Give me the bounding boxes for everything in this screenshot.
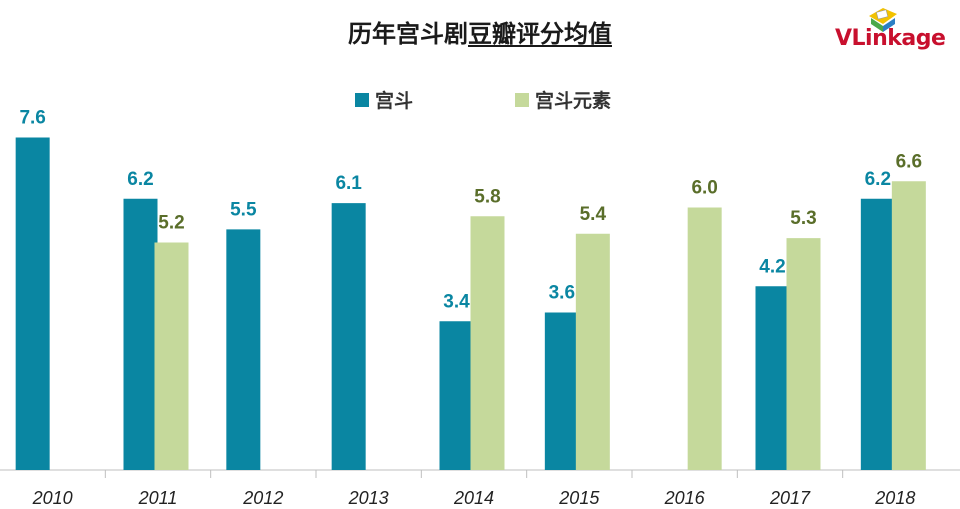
data-label-series1: 4.2 [759, 256, 785, 277]
logo-text-v: V [835, 26, 852, 51]
data-label-series2: 5.8 [474, 186, 500, 207]
legend-item-series2: 宫斗元素 [515, 86, 611, 113]
bar-series1 [331, 203, 366, 470]
bar-series2 [786, 238, 821, 470]
data-label-series2: 5.2 [158, 213, 184, 234]
chart-title-part2: 豆瓣评分均值 [468, 20, 612, 48]
vlinkage-logo: VLinkage [835, 6, 955, 52]
x-tick-label: 2012 [242, 488, 283, 508]
data-label-series2: 5.3 [790, 208, 816, 229]
chart-title: 历年宫斗剧豆瓣评分均值 [0, 14, 960, 49]
x-tick-label: 2017 [769, 488, 811, 508]
data-label-series1: 6.2 [865, 169, 891, 190]
x-tick-label: 2018 [874, 488, 915, 508]
bar-series1 [544, 312, 579, 470]
legend-label-series2: 宫斗元素 [535, 90, 612, 112]
bar-series1 [439, 321, 474, 470]
data-label-series2: 5.4 [580, 204, 607, 225]
data-label-series1: 6.1 [335, 173, 362, 194]
bar-series2 [575, 233, 610, 470]
legend-swatch-series2 [515, 92, 529, 107]
logo-text: VLinkage [835, 26, 946, 51]
x-tick-label: 2014 [453, 488, 494, 508]
data-label-series2: 6.6 [896, 151, 922, 172]
logo-text-rest: Linkage [851, 26, 946, 51]
bar-series1 [123, 198, 158, 470]
legend-item-series1: 宫斗 [355, 86, 413, 113]
data-label-series1: 7.6 [19, 108, 45, 129]
x-tick-label: 2011 [138, 488, 178, 508]
bar-series1 [226, 229, 261, 470]
bar-series1 [860, 198, 895, 470]
chart-title-part1: 历年宫斗剧 [348, 20, 468, 48]
chart-legend: 宫斗 宫斗元素 [0, 86, 960, 113]
x-tick-label: 2013 [348, 488, 389, 508]
data-label-series2: 6.0 [691, 178, 717, 199]
legend-swatch-series1 [355, 92, 369, 107]
legend-label-series1: 宫斗 [375, 90, 414, 112]
data-label-series1: 5.5 [230, 199, 257, 220]
bar-series2 [470, 216, 505, 470]
x-tick-label: 2016 [664, 488, 706, 508]
data-label-series1: 3.6 [549, 283, 575, 304]
bar-series1 [15, 137, 50, 470]
x-tick-label: 2015 [558, 488, 600, 508]
logo-book-icon [869, 8, 897, 32]
data-label-series1: 6.2 [127, 169, 153, 190]
bar-series2 [687, 207, 722, 470]
bar-series2 [154, 242, 189, 470]
data-label-series1: 3.4 [443, 291, 470, 312]
x-tick-label: 2010 [32, 488, 73, 508]
bar-series1 [755, 286, 790, 470]
bar-series2 [891, 181, 926, 470]
